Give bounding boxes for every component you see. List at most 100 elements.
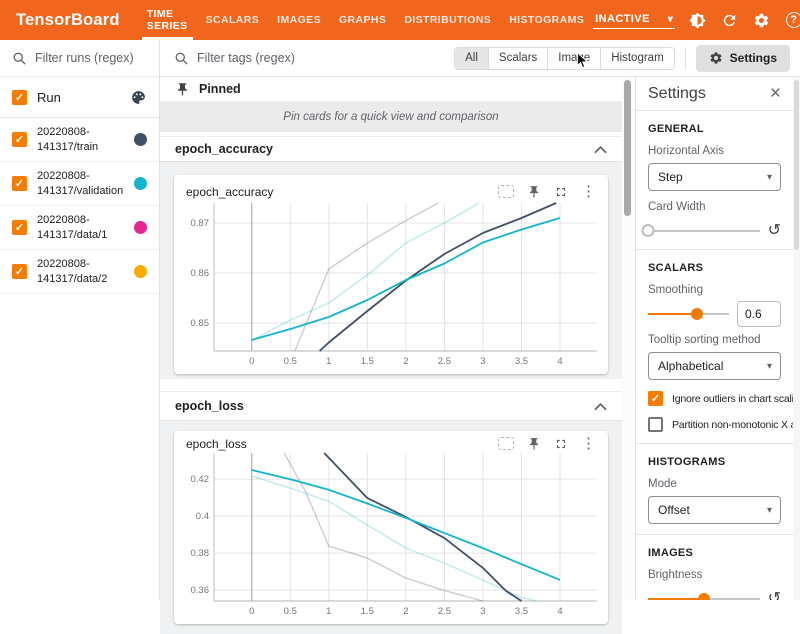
tooltip-sorting-value: Alphabetical (658, 359, 723, 373)
run-checkbox[interactable]: ✓ (12, 264, 27, 279)
epoch-loss-chart[interactable]: 0.360.380.40.4200.511.522.533.54 (174, 451, 600, 619)
pinned-empty-message: Pin cards for a quick view and compariso… (160, 102, 622, 132)
partition-x-axis-checkbox[interactable] (648, 417, 663, 432)
images-heading: IMAGES (648, 547, 781, 559)
horizontal-axis-label: Horizontal Axis (648, 145, 781, 157)
svg-text:0.86: 0.86 (191, 268, 210, 279)
close-icon[interactable]: × (770, 84, 781, 103)
pin-card-icon[interactable] (527, 185, 541, 199)
run-color-dot (134, 221, 147, 234)
svg-text:2.5: 2.5 (438, 356, 451, 367)
histograms-heading: HISTOGRAMS (648, 456, 781, 468)
run-color-dot (134, 177, 147, 190)
tab-histograms[interactable]: HISTOGRAMS (500, 0, 593, 40)
main-scrollbar[interactable] (622, 77, 634, 600)
scalars-heading: SCALARS (648, 262, 781, 274)
refresh-icon[interactable] (720, 11, 739, 30)
chevron-up-icon[interactable] (594, 145, 607, 154)
svg-text:0.5: 0.5 (284, 356, 297, 367)
svg-text:0.42: 0.42 (191, 474, 210, 485)
card-width-slider[interactable] (648, 224, 760, 238)
palette-icon[interactable] (130, 89, 147, 106)
brightness-slider[interactable] (648, 592, 760, 600)
scalar-card-epoch-loss: epoch_loss ⋮ 0.360.380.40.4200.511.522.5… (174, 431, 608, 624)
svg-text:3: 3 (480, 606, 485, 617)
tab-scalars[interactable]: SCALARS (197, 0, 269, 40)
run-name-line2: 141317/train (37, 140, 134, 155)
chip-histogram[interactable]: Histogram (600, 48, 673, 69)
data-selection-icon[interactable] (498, 185, 514, 198)
tooltip-sorting-select[interactable]: Alphabetical ▾ (648, 352, 781, 380)
brightness-icon[interactable] (688, 11, 707, 30)
tab-images[interactable]: IMAGES (268, 0, 330, 40)
section-body-epoch-accuracy: epoch_accuracy ⋮ 0.850.860.8700.511.522.… (160, 162, 622, 379)
chip-scalars[interactable]: Scalars (488, 48, 547, 69)
slider-thumb[interactable] (698, 593, 710, 600)
svg-text:3: 3 (480, 356, 485, 367)
main-scrollbar-thumb[interactable] (624, 80, 631, 216)
run-color-dot (134, 265, 147, 278)
fullscreen-icon[interactable] (554, 437, 568, 451)
chip-image[interactable]: Image (547, 48, 600, 69)
run-checkbox[interactable]: ✓ (12, 132, 27, 147)
ignore-outliers-checkbox[interactable]: ✓ (648, 391, 663, 406)
run-select-all-checkbox[interactable]: ✓ (12, 90, 27, 105)
tab-time-series[interactable]: TIME SERIES (138, 0, 197, 40)
pinned-title: Pinned (199, 82, 241, 96)
gear-icon[interactable] (752, 11, 771, 30)
section-header-epoch-accuracy[interactable]: epoch_accuracy (160, 136, 622, 162)
run-checkbox[interactable]: ✓ (12, 220, 27, 235)
pin-card-icon[interactable] (527, 437, 541, 451)
svg-text:0.85: 0.85 (191, 318, 210, 329)
chevron-down-icon: ▾ (668, 14, 673, 25)
svg-text:0: 0 (249, 356, 254, 367)
tab-graphs[interactable]: GRAPHS (330, 0, 395, 40)
tags-toolbar: Filter tags (regex) All Scalars Image Hi… (160, 40, 800, 77)
smoothing-value-input[interactable] (737, 301, 781, 327)
run-row-data-2[interactable]: ✓ 20220808- 141317/data/2 (0, 250, 159, 294)
search-icon (12, 51, 27, 66)
run-row-train[interactable]: ✓ 20220808- 141317/train (0, 118, 159, 162)
status-label: INACTIVE (595, 13, 650, 25)
question-mark: ? (786, 12, 800, 28)
card-header: epoch_loss ⋮ (174, 431, 608, 451)
run-name-line1: 20220808- (37, 257, 134, 272)
settings-button[interactable]: Settings (696, 45, 790, 72)
run-row-validation[interactable]: ✓ 20220808- 141317/validation (0, 162, 159, 206)
tag-type-filter: All Scalars Image Histogram (454, 47, 675, 70)
divider (636, 249, 793, 250)
gear-icon (709, 51, 723, 65)
epoch-accuracy-chart[interactable]: 0.850.860.8700.511.522.533.54 (174, 201, 600, 369)
horizontal-axis-select[interactable]: Step ▾ (648, 163, 781, 191)
smoothing-slider[interactable] (648, 307, 729, 321)
chip-all[interactable]: All (455, 48, 488, 69)
settings-scrollbar[interactable] (793, 77, 800, 600)
data-selection-icon[interactable] (498, 437, 514, 450)
header-actions: INACTIVE ▾ ? (593, 11, 800, 30)
more-options-icon[interactable]: ⋮ (581, 436, 596, 451)
help-icon[interactable]: ? (784, 11, 800, 30)
card-width-label: Card Width (648, 201, 781, 213)
filter-runs-input[interactable]: Filter runs (regex) (0, 40, 159, 77)
section-body-epoch-loss: epoch_loss ⋮ 0.360.380.40.4200.511.522.5… (160, 421, 622, 634)
reset-icon[interactable]: ↺ (768, 223, 781, 239)
filter-tags-input[interactable]: Filter tags (regex) (174, 51, 454, 66)
reload-status-select[interactable]: INACTIVE ▾ (593, 11, 675, 29)
histogram-mode-select[interactable]: Offset ▾ (648, 496, 781, 524)
reset-icon[interactable]: ↺ (768, 591, 781, 600)
svg-text:0.36: 0.36 (191, 585, 210, 596)
svg-text:1.5: 1.5 (361, 606, 374, 617)
slider-thumb[interactable] (691, 308, 703, 320)
section-title: epoch_loss (175, 399, 594, 413)
run-row-data-1[interactable]: ✓ 20220808- 141317/data/1 (0, 206, 159, 250)
more-options-icon[interactable]: ⋮ (581, 184, 596, 199)
settings-scrollbar-thumb[interactable] (794, 80, 799, 250)
svg-text:4: 4 (557, 606, 562, 617)
chevron-up-icon[interactable] (594, 402, 607, 411)
fullscreen-icon[interactable] (554, 185, 568, 199)
section-header-epoch-loss[interactable]: epoch_loss (160, 391, 622, 421)
tooltip-sorting-label: Tooltip sorting method (648, 334, 781, 346)
run-checkbox[interactable]: ✓ (12, 176, 27, 191)
slider-thumb[interactable] (642, 224, 655, 237)
tab-distributions[interactable]: DISTRIBUTIONS (395, 0, 500, 40)
